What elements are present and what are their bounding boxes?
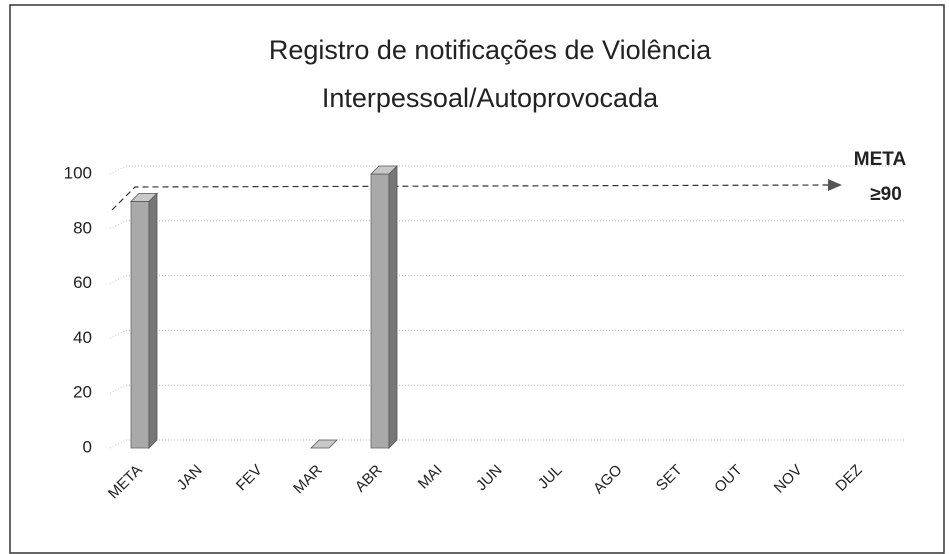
y-tick-label: 20 (73, 383, 92, 402)
chart-border (9, 4, 945, 554)
annotation: ≥90 (870, 184, 902, 205)
bar (130, 192, 158, 449)
chart-title: Registro de notificações de Violência (269, 35, 712, 65)
bar-side (388, 165, 398, 449)
chart-title: Interpessoal/Autoprovocada (322, 83, 659, 113)
bar-top (130, 192, 158, 202)
y-tick-label: 0 (83, 437, 92, 456)
bar-top (310, 439, 338, 449)
y-tick-label: 60 (73, 273, 92, 292)
y-tick-label: 100 (64, 163, 92, 182)
y-tick-label: 40 (73, 328, 92, 347)
bar (310, 439, 338, 449)
bar-top (370, 165, 398, 175)
bar-front (370, 173, 390, 449)
meta-arrow (111, 184, 829, 211)
annotation: META (854, 149, 907, 170)
bar-front (130, 200, 150, 449)
bar-side (148, 192, 158, 449)
arrow-head (828, 179, 842, 191)
bar (370, 165, 398, 449)
y-tick-label: 80 (73, 218, 92, 237)
